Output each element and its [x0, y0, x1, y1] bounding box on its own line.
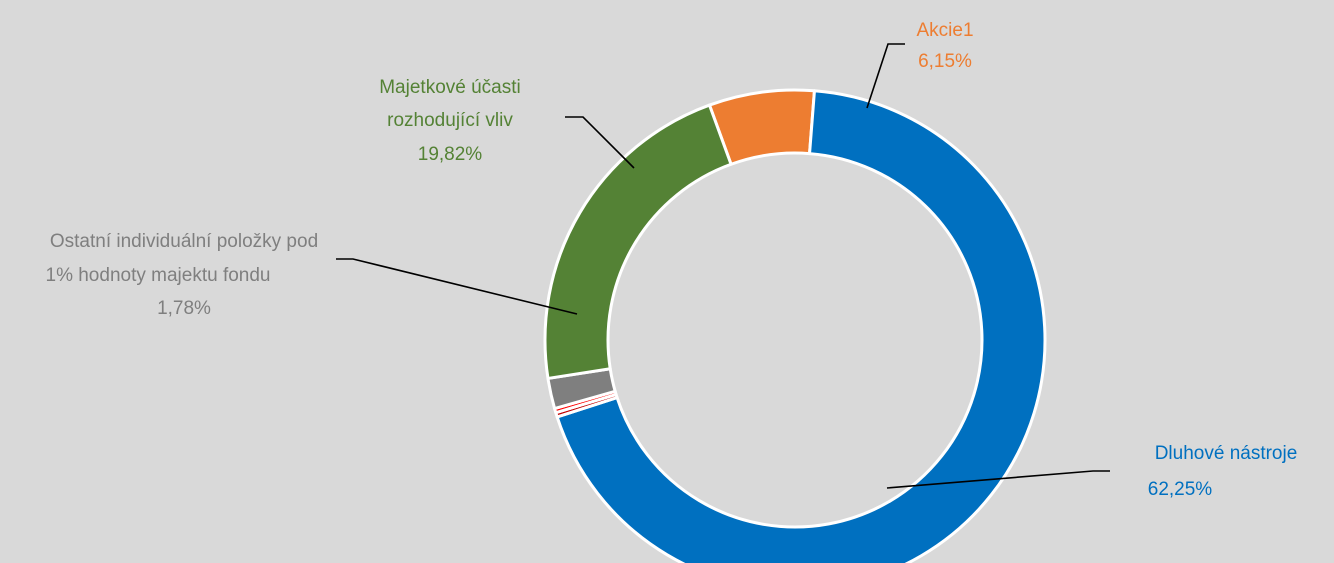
label-majetkove-line2: rozhodující vliv — [387, 110, 513, 131]
leader-lines — [336, 43, 1110, 489]
label-dluhove-name: Dluhové nástroje — [1155, 443, 1298, 464]
label-ostatni-line1: Ostatní individuální položky pod — [50, 231, 318, 252]
label-akcie-name: Akcie1 — [916, 20, 973, 41]
label-dluhove-value: 62,25% — [1148, 479, 1213, 500]
label-akcie-value: 6,15% — [918, 51, 972, 72]
leader-line-dluhove — [886, 470, 1110, 489]
label-majetkove-line1: Majetkové účasti — [379, 77, 521, 98]
leader-line-ostatni — [336, 258, 578, 315]
leader-line-majetkove — [565, 116, 635, 169]
label-ostatni-value: 1,78% — [157, 298, 211, 319]
slice-dluhov-n-stroje — [555, 89, 1047, 563]
label-majetkove-value: 19,82% — [418, 144, 483, 165]
data-labels: Akcie1 6,15% Majetkové účasti rozhodujíc… — [46, 20, 1298, 500]
slice-majetkov-asti-rozhoduj-c-vliv — [543, 103, 733, 380]
donut-slices — [543, 88, 1047, 563]
label-ostatni-line2: 1% hodnoty majektu fondu — [46, 265, 271, 286]
leader-line-akcie — [866, 43, 905, 109]
